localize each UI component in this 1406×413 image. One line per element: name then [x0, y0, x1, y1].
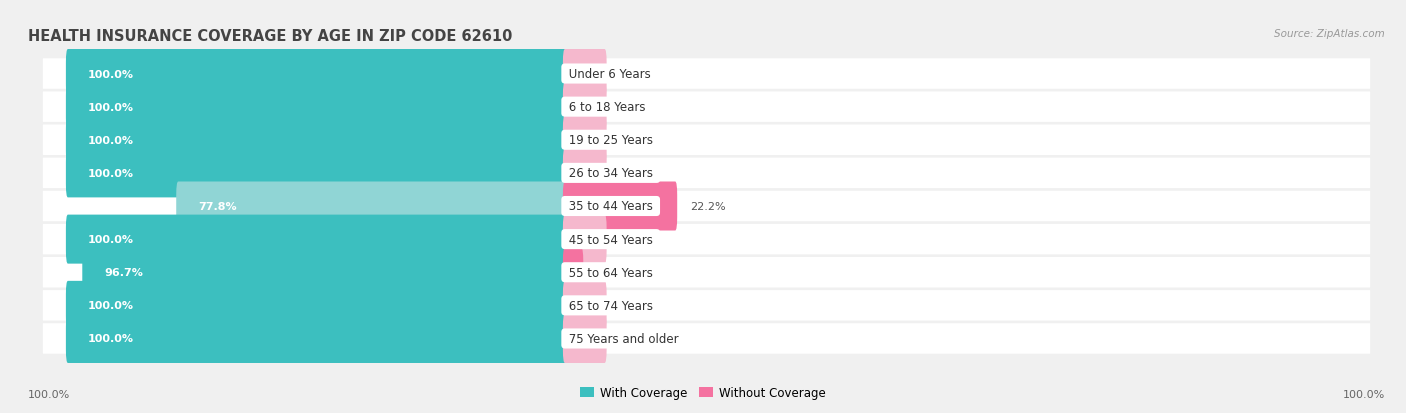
- Text: 100.0%: 100.0%: [87, 169, 134, 178]
- Text: 100.0%: 100.0%: [87, 334, 134, 344]
- FancyBboxPatch shape: [66, 50, 567, 99]
- FancyBboxPatch shape: [66, 149, 567, 198]
- FancyBboxPatch shape: [562, 83, 606, 132]
- Text: 77.8%: 77.8%: [198, 202, 236, 211]
- FancyBboxPatch shape: [42, 224, 1371, 255]
- FancyBboxPatch shape: [42, 125, 1371, 156]
- FancyBboxPatch shape: [42, 191, 1371, 222]
- Text: 22.2%: 22.2%: [690, 202, 725, 211]
- Text: 100.0%: 100.0%: [87, 69, 134, 79]
- FancyBboxPatch shape: [562, 50, 606, 99]
- FancyBboxPatch shape: [562, 215, 606, 264]
- Text: 3.3%: 3.3%: [596, 268, 624, 278]
- Text: 100.0%: 100.0%: [28, 389, 70, 399]
- FancyBboxPatch shape: [42, 323, 1371, 354]
- Text: 0.0%: 0.0%: [620, 334, 648, 344]
- Text: 6 to 18 Years: 6 to 18 Years: [565, 101, 650, 114]
- FancyBboxPatch shape: [562, 149, 606, 198]
- Text: 45 to 54 Years: 45 to 54 Years: [565, 233, 657, 246]
- FancyBboxPatch shape: [42, 290, 1371, 321]
- Text: 75 Years and older: 75 Years and older: [565, 332, 682, 345]
- Text: 0.0%: 0.0%: [620, 135, 648, 145]
- Text: 100.0%: 100.0%: [1343, 389, 1385, 399]
- Text: HEALTH INSURANCE COVERAGE BY AGE IN ZIP CODE 62610: HEALTH INSURANCE COVERAGE BY AGE IN ZIP …: [28, 29, 513, 44]
- FancyBboxPatch shape: [562, 116, 606, 165]
- Text: 100.0%: 100.0%: [87, 135, 134, 145]
- FancyBboxPatch shape: [562, 248, 583, 297]
- Text: 100.0%: 100.0%: [87, 235, 134, 244]
- Text: Source: ZipAtlas.com: Source: ZipAtlas.com: [1274, 29, 1385, 39]
- FancyBboxPatch shape: [66, 83, 567, 132]
- FancyBboxPatch shape: [42, 158, 1371, 189]
- FancyBboxPatch shape: [562, 314, 606, 363]
- Text: 26 to 34 Years: 26 to 34 Years: [565, 167, 657, 180]
- Text: 100.0%: 100.0%: [87, 102, 134, 112]
- Text: 19 to 25 Years: 19 to 25 Years: [565, 134, 657, 147]
- Text: 35 to 44 Years: 35 to 44 Years: [565, 200, 657, 213]
- FancyBboxPatch shape: [66, 314, 567, 363]
- Text: 55 to 64 Years: 55 to 64 Years: [565, 266, 657, 279]
- Text: 0.0%: 0.0%: [620, 235, 648, 244]
- FancyBboxPatch shape: [42, 92, 1371, 123]
- FancyBboxPatch shape: [42, 257, 1371, 288]
- Text: 100.0%: 100.0%: [87, 301, 134, 311]
- Text: 0.0%: 0.0%: [620, 301, 648, 311]
- Text: 65 to 74 Years: 65 to 74 Years: [565, 299, 657, 312]
- Legend: With Coverage, Without Coverage: With Coverage, Without Coverage: [579, 386, 827, 399]
- Text: 0.0%: 0.0%: [620, 169, 648, 178]
- FancyBboxPatch shape: [176, 182, 567, 231]
- Text: 0.0%: 0.0%: [620, 102, 648, 112]
- Text: 96.7%: 96.7%: [104, 268, 143, 278]
- FancyBboxPatch shape: [83, 248, 567, 297]
- FancyBboxPatch shape: [66, 281, 567, 330]
- Text: Under 6 Years: Under 6 Years: [565, 68, 654, 81]
- FancyBboxPatch shape: [66, 215, 567, 264]
- FancyBboxPatch shape: [562, 182, 678, 231]
- FancyBboxPatch shape: [66, 116, 567, 165]
- Text: 0.0%: 0.0%: [620, 69, 648, 79]
- FancyBboxPatch shape: [42, 59, 1371, 90]
- FancyBboxPatch shape: [562, 281, 606, 330]
